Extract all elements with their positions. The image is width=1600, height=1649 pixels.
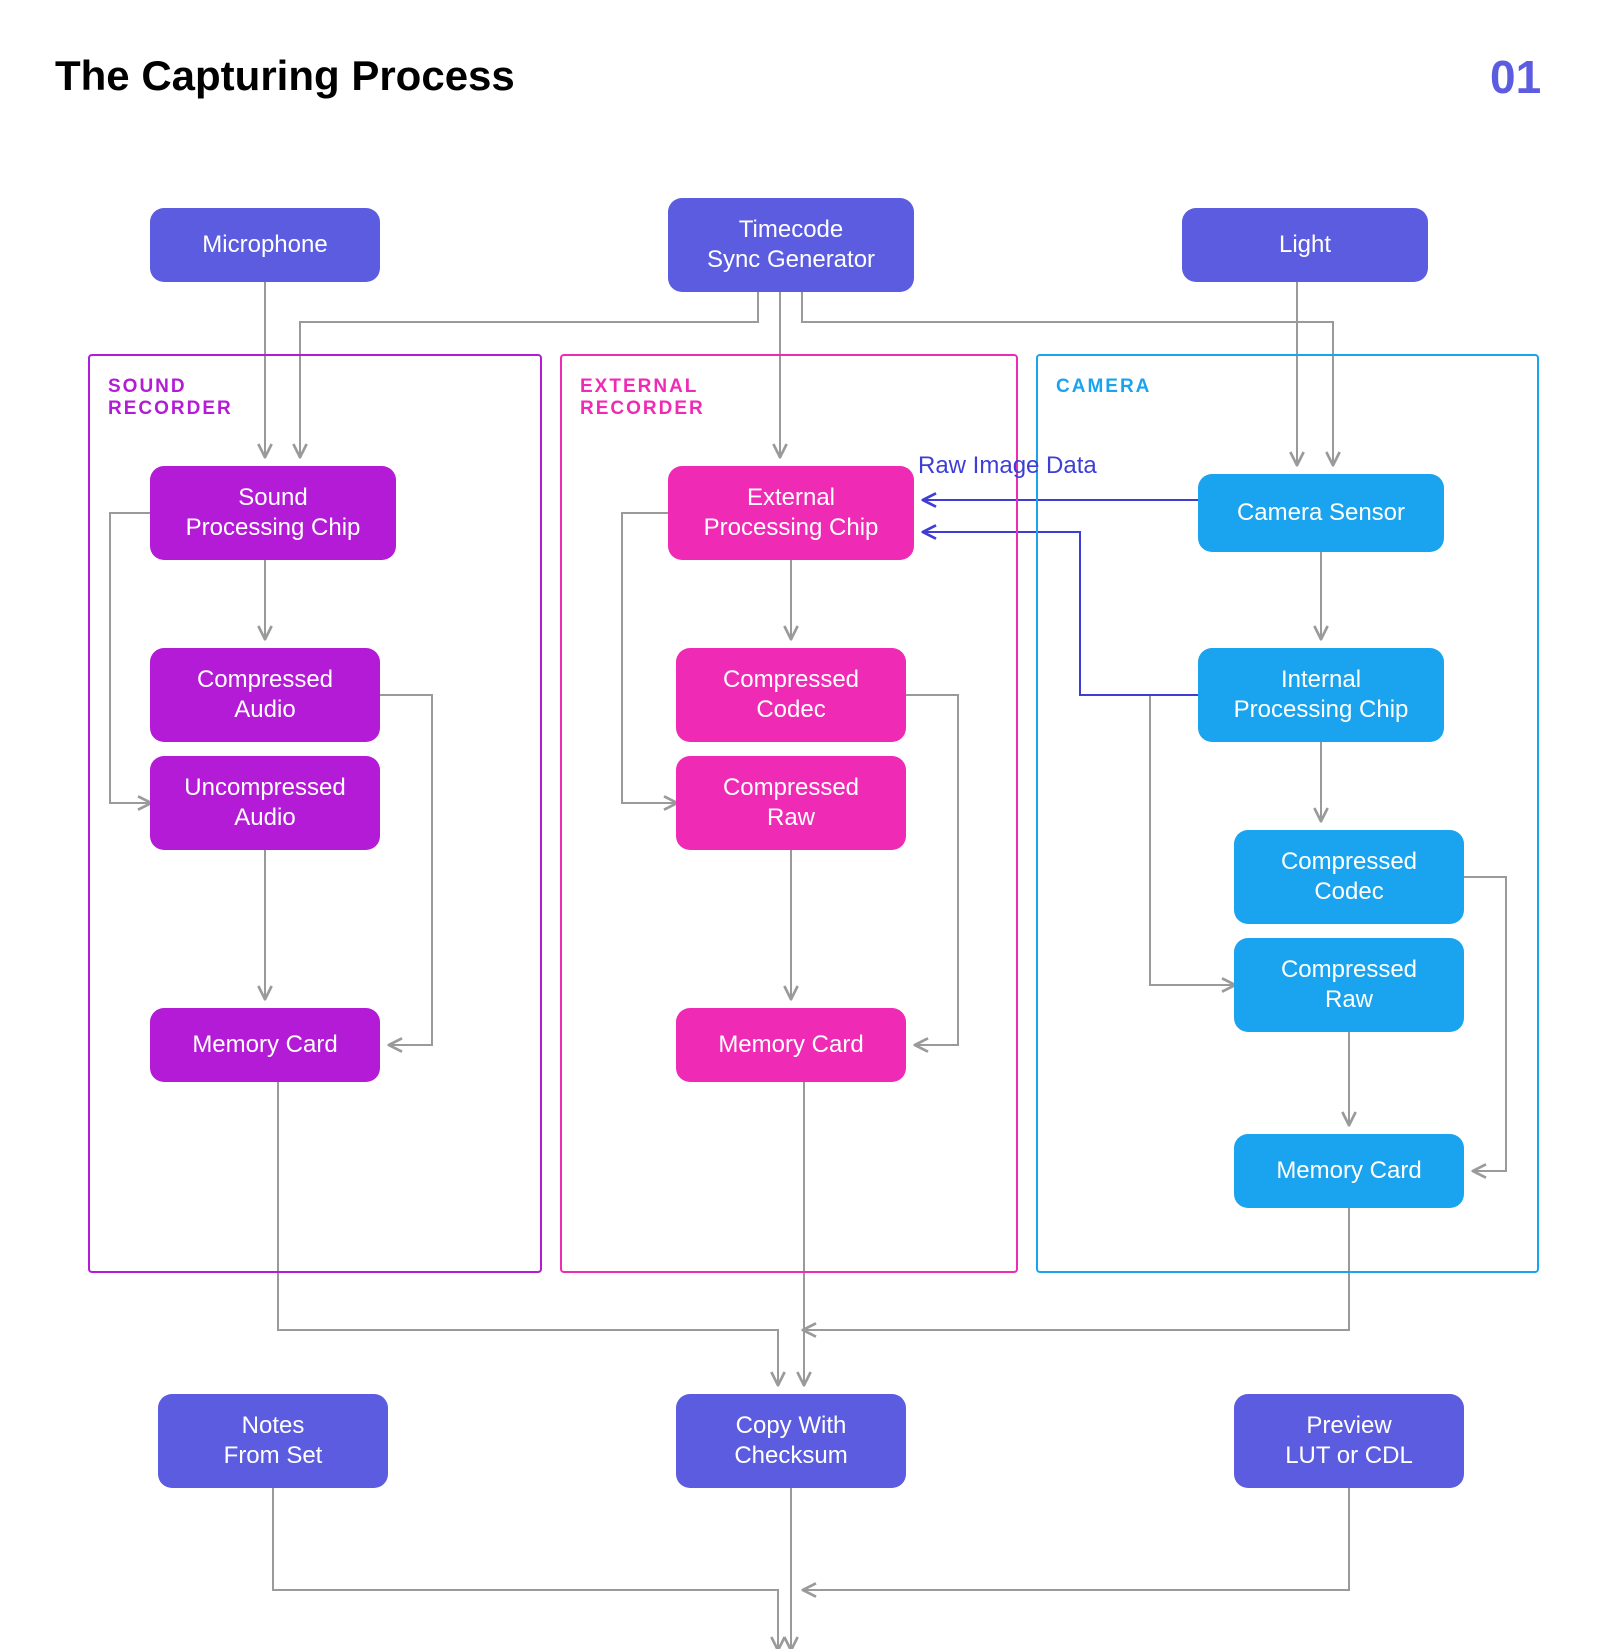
node-sound-chip: SoundProcessing Chip bbox=[150, 466, 396, 560]
node-mem-cam: Memory Card bbox=[1234, 1134, 1464, 1208]
edge-label: Raw Image Data bbox=[918, 452, 1097, 480]
region-label-external-recorder: EXTERNALRECORDER bbox=[580, 376, 705, 420]
node-comp-audio: CompressedAudio bbox=[150, 648, 380, 742]
node-int-chip: InternalProcessing Chip bbox=[1198, 648, 1444, 742]
node-comp-raw-cam: CompressedRaw bbox=[1234, 938, 1464, 1032]
region-label-sound-recorder: SOUNDRECORDER bbox=[108, 376, 233, 420]
node-comp-codec-ext: CompressedCodec bbox=[676, 648, 906, 742]
node-notes: NotesFrom Set bbox=[158, 1394, 388, 1488]
node-ext-chip: ExternalProcessing Chip bbox=[668, 466, 914, 560]
node-timecode: TimecodeSync Generator bbox=[668, 198, 914, 292]
node-camera-sensor: Camera Sensor bbox=[1198, 474, 1444, 552]
node-copy-checksum: Copy WithChecksum bbox=[676, 1394, 906, 1488]
diagram-title: The Capturing Process bbox=[55, 52, 515, 100]
region-label-camera: CAMERA bbox=[1056, 376, 1151, 398]
node-microphone: Microphone bbox=[150, 208, 380, 282]
node-preview-lut: PreviewLUT or CDL bbox=[1234, 1394, 1464, 1488]
node-uncomp-audio: UncompressedAudio bbox=[150, 756, 380, 850]
page-number: 01 bbox=[1490, 50, 1541, 104]
node-light: Light bbox=[1182, 208, 1428, 282]
diagram-canvas: The Capturing Process 01 SOUNDRECORDER EX… bbox=[0, 0, 1600, 1649]
node-mem-ext: Memory Card bbox=[676, 1008, 906, 1082]
node-mem-sound: Memory Card bbox=[150, 1008, 380, 1082]
node-comp-codec-cam: CompressedCodec bbox=[1234, 830, 1464, 924]
node-comp-raw-ext: CompressedRaw bbox=[676, 756, 906, 850]
